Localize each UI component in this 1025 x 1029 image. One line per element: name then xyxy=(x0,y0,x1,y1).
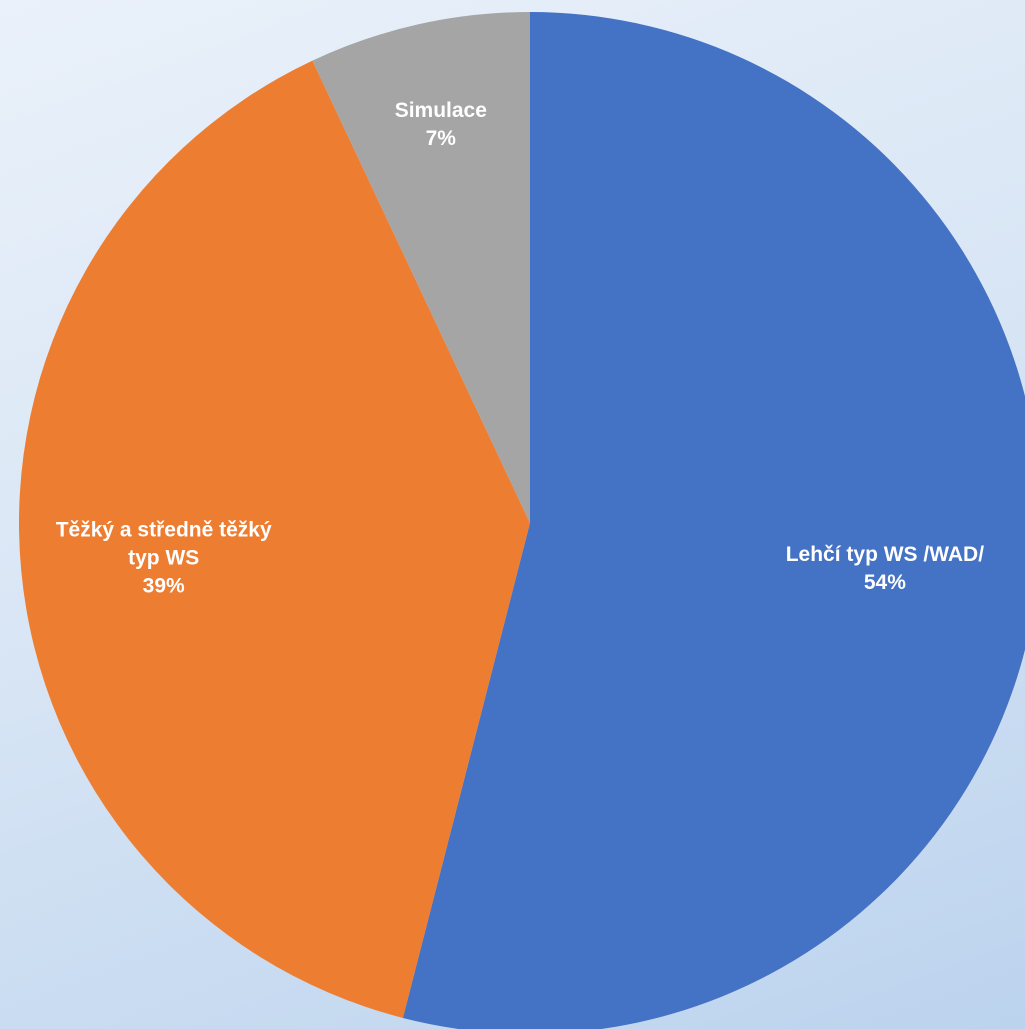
slice-category-label: Simulace xyxy=(395,99,487,122)
slice-category-label: Těžký a středně těžký xyxy=(56,519,272,542)
slice-data-label: Lehčí typ WS /WAD/54% xyxy=(786,543,985,594)
slices-layer xyxy=(18,12,1025,1029)
labels-layer: Lehčí typ WS /WAD/54% Těžký a středně těž… xyxy=(56,99,985,598)
slice-percent-label: 54% xyxy=(864,571,906,594)
slice-data-label: Simulace 7% xyxy=(395,99,487,150)
slice-category-label: typ WS xyxy=(128,547,199,570)
slice-data-label: Těžký a středně těžký typ WS 39% xyxy=(56,519,272,598)
slice-category-label: Lehčí typ WS /WAD/ xyxy=(786,543,985,566)
slice-percent-label: 39% xyxy=(143,575,185,598)
pie-slice xyxy=(402,12,1025,1029)
pie-slice xyxy=(312,12,530,523)
pie-slice xyxy=(18,60,531,1018)
slice-percent-label: 7% xyxy=(426,127,457,150)
